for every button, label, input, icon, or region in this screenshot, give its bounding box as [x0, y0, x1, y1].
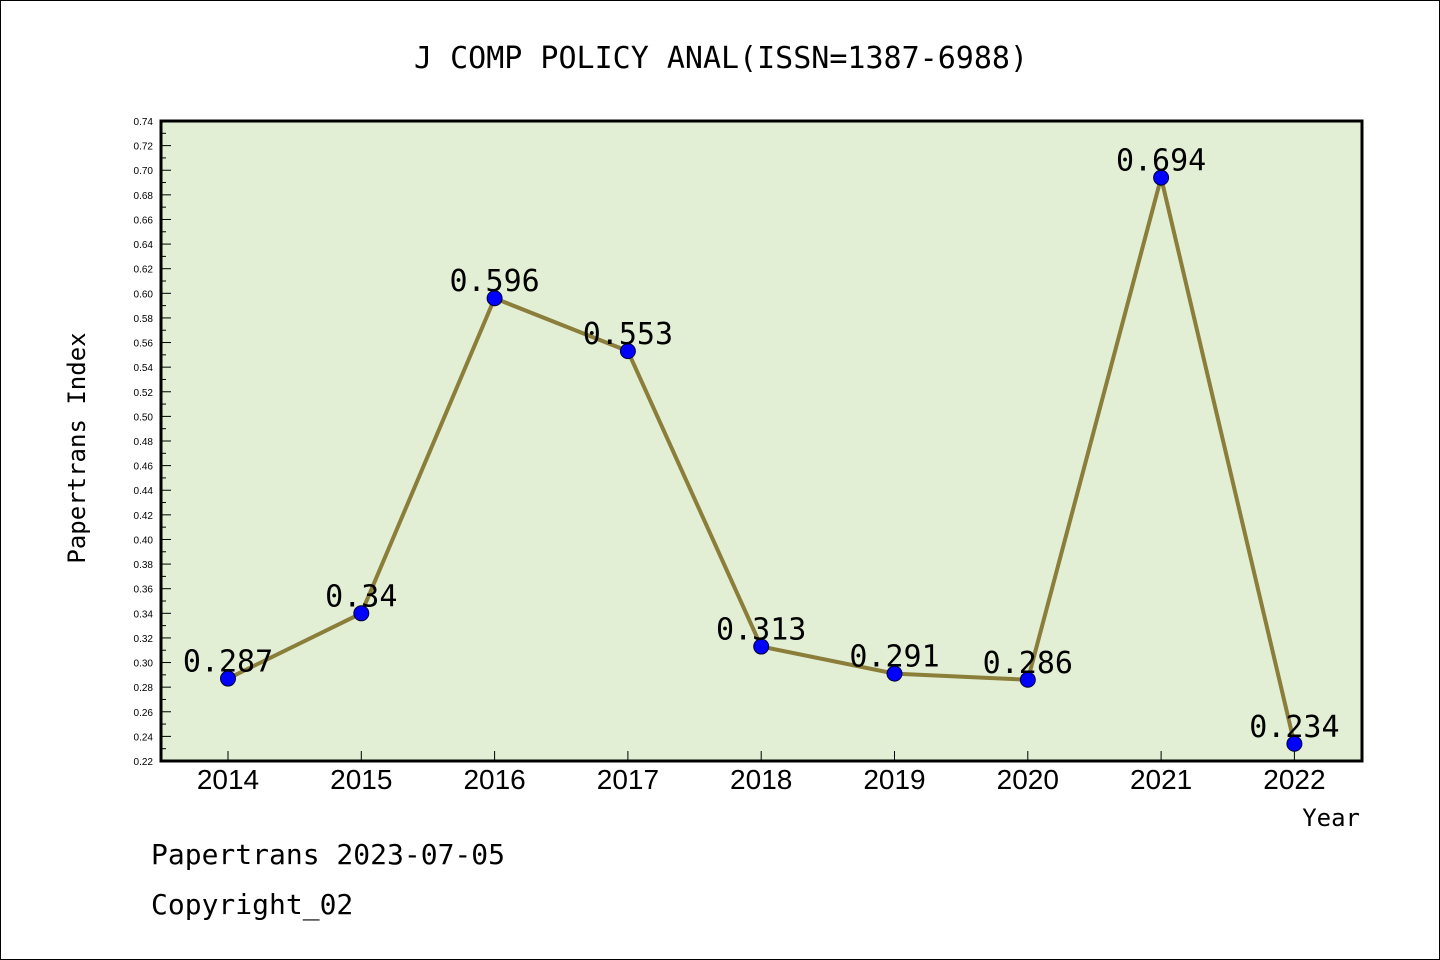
data-label: 0.596 [449, 264, 539, 299]
y-tick-label: 0.62 [134, 265, 154, 276]
x-tick-label: 2018 [730, 764, 792, 795]
data-point [753, 638, 770, 655]
y-tick-label: 0.58 [134, 314, 154, 325]
x-axis: 2014 2015 2016 2017 2018 2019 2020 2021 2022 [197, 751, 1326, 795]
y-tick-label: 0.48 [134, 437, 154, 448]
x-tick-label: 2016 [463, 764, 525, 795]
x-tick-label: 2019 [863, 764, 925, 795]
y-tick-label: 0.68 [134, 191, 154, 202]
data-labels-group: 0.287 0.34 0.596 0.553 0.313 0.291 0.286 0.694 0… [183, 144, 1340, 745]
x-tick-label: 2015 [330, 764, 392, 795]
y-tick-label: 0.28 [134, 683, 154, 694]
markers-group [220, 169, 1303, 752]
y-tick-label: 0.26 [134, 708, 154, 719]
data-label: 0.694 [1116, 144, 1206, 179]
x-tick-label: 2021 [1130, 764, 1192, 795]
y-tick-label: 0.42 [134, 511, 154, 522]
x-tick-label: 2022 [1263, 764, 1325, 795]
plot-area [161, 121, 1362, 761]
y-tick-label: 0.38 [134, 560, 154, 571]
y-tick-label: 0.36 [134, 585, 154, 596]
data-point [1286, 735, 1303, 752]
y-tick-label: 0.72 [134, 142, 154, 153]
y-tick-label: 0.50 [134, 412, 154, 423]
x-tick-label: 2020 [997, 764, 1059, 795]
y-tick-label: 0.32 [134, 634, 154, 645]
data-label: 0.313 [716, 613, 806, 648]
data-point [886, 665, 903, 682]
y-tick-label: 0.54 [134, 363, 154, 374]
data-label: 0.291 [849, 640, 939, 675]
y-tick-label: 0.64 [134, 240, 154, 251]
data-label: 0.553 [583, 317, 673, 352]
y-tick-label: 0.34 [134, 609, 154, 620]
data-label: 0.34 [325, 579, 397, 614]
y-axis: 0.22 0.24 0.26 0.28 0.30 0.32 0.34 0.36 0.38 0.40… [134, 117, 171, 768]
data-label: 0.286 [983, 646, 1073, 681]
y-tick-label: 0.30 [134, 659, 154, 670]
y-tick-label: 0.60 [134, 289, 154, 300]
data-label: 0.287 [183, 645, 273, 680]
y-tick-label: 0.24 [134, 732, 154, 743]
y-tick-label: 0.22 [134, 757, 154, 768]
data-label: 0.234 [1249, 710, 1339, 745]
data-point [220, 670, 236, 687]
y-axis-label: Papertrans Index [63, 332, 91, 563]
y-tick-label: 0.70 [134, 166, 154, 177]
y-tick-label: 0.46 [134, 462, 154, 473]
data-point [1019, 671, 1036, 688]
y-tick-label: 0.40 [134, 535, 154, 546]
x-tick-label: 2017 [597, 764, 659, 795]
footer-date: Papertrans 2023-07-05 [151, 838, 505, 871]
y-tick-label: 0.44 [134, 486, 154, 497]
chart-title: J COMP POLICY ANAL(ISSN=1387-6988) [414, 41, 1028, 76]
footer-copyright: Copyright_02 [151, 888, 353, 922]
y-tick-label: 0.56 [134, 339, 154, 350]
y-tick-label: 0.52 [134, 388, 154, 399]
y-tick-label: 0.66 [134, 215, 154, 226]
plot-border [159, 119, 1364, 763]
data-point [1153, 169, 1170, 186]
data-point [619, 343, 636, 360]
x-tick-label: 2014 [197, 764, 259, 795]
data-point [353, 605, 370, 622]
x-axis-label: Year [1302, 804, 1360, 832]
y-tick-label: 0.74 [134, 117, 154, 128]
data-point [486, 290, 503, 307]
